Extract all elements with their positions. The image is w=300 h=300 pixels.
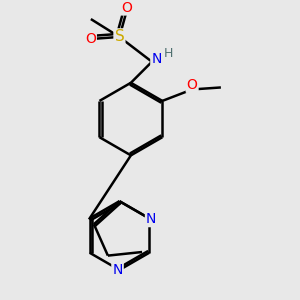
Text: N: N	[151, 52, 162, 66]
Text: O: O	[85, 32, 96, 46]
Text: O: O	[122, 1, 133, 14]
Text: N: N	[112, 263, 123, 277]
Text: N: N	[146, 212, 156, 226]
Text: H: H	[163, 47, 172, 60]
Text: O: O	[187, 78, 198, 92]
Text: S: S	[115, 29, 124, 44]
